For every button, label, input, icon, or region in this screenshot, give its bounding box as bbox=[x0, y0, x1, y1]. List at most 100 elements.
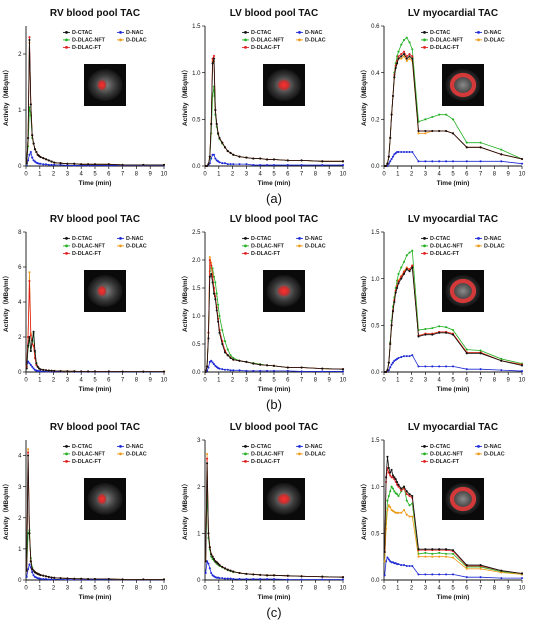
data-point-d-dlac-nft bbox=[500, 148, 503, 151]
y-axis-label: Activity（MBq/ml） bbox=[181, 66, 189, 126]
data-point-d-ctac bbox=[31, 339, 34, 342]
data-point-d-dlac-nft bbox=[438, 325, 441, 328]
y-tick-label: 0.0 bbox=[192, 164, 201, 170]
data-point-d-nac bbox=[451, 365, 455, 368]
data-point-d-nac bbox=[272, 164, 276, 167]
x-tick-label: 10 bbox=[340, 378, 347, 384]
x-tick-label: 8 bbox=[135, 378, 139, 384]
data-point-d-ctac bbox=[80, 370, 83, 373]
data-point-d-ctac bbox=[391, 94, 395, 98]
legend-label: D-CTAC bbox=[72, 236, 92, 242]
data-point-d-ctac bbox=[27, 344, 30, 347]
y-tick-label: 1.0 bbox=[192, 314, 201, 320]
data-point-d-ctac bbox=[385, 370, 388, 374]
data-point-d-nac bbox=[73, 164, 76, 167]
pet-inset-image bbox=[263, 64, 305, 106]
x-tick-label: 6 bbox=[107, 586, 111, 592]
data-point-d-ctac bbox=[405, 490, 408, 493]
data-point-d-ctac bbox=[445, 331, 448, 334]
data-point-d-nac bbox=[272, 578, 276, 581]
legend-label: D-CTAC bbox=[72, 30, 92, 36]
data-point-d-ctac bbox=[245, 360, 248, 363]
pet-inset-image bbox=[84, 270, 126, 312]
data-point-d-ctac bbox=[47, 369, 50, 372]
data-point-d-ctac bbox=[390, 468, 393, 471]
y-tick-label: 6 bbox=[18, 265, 22, 271]
data-point-d-ctac bbox=[252, 362, 255, 365]
data-point-d-nac bbox=[50, 578, 53, 581]
legend-marker bbox=[477, 237, 480, 240]
data-point-d-ctac bbox=[93, 578, 97, 581]
x-tick-label: 3 bbox=[245, 172, 249, 178]
data-point-d-ctac bbox=[465, 564, 468, 567]
data-point-d-ctac bbox=[479, 564, 482, 567]
data-point-d-ctac bbox=[50, 369, 53, 372]
data-point-d-nac bbox=[29, 150, 32, 154]
data-point-d-ctac bbox=[223, 351, 227, 354]
data-point-d-nac bbox=[390, 157, 393, 161]
data-point-d-dlac-nft bbox=[431, 552, 434, 555]
data-point-d-nac bbox=[32, 574, 35, 577]
y-tick-label: 1.5 bbox=[192, 24, 201, 30]
data-point-d-dlac-ft bbox=[411, 264, 414, 267]
data-point-d-dlac-ft bbox=[405, 493, 408, 496]
legend: D-CTAC D-NAC D-DLAC-NFT D-DLAC D-DLAC-FT bbox=[63, 30, 147, 51]
data-point-d-ctac bbox=[465, 146, 468, 149]
x-tick-label: 6 bbox=[286, 586, 290, 592]
legend-marker bbox=[65, 460, 68, 463]
data-point-d-dlac bbox=[383, 560, 386, 563]
data-point-d-nac bbox=[27, 159, 30, 162]
data-point-d-ctac bbox=[341, 576, 345, 579]
data-point-d-nac bbox=[286, 369, 289, 372]
y-axis-label: Activity（MBq/ml） bbox=[360, 272, 368, 332]
data-point-d-ctac bbox=[408, 493, 411, 496]
data-point-d-nac bbox=[53, 578, 56, 581]
panel-0-0: RV blood pool TAC 0 1 2 0 1 2 3 4 5 6 7 8 9 10 Time (mi… bbox=[2, 8, 168, 187]
legend-marker bbox=[298, 38, 301, 42]
y-tick-label: 0 bbox=[18, 370, 22, 376]
x-tick-label: 7 bbox=[300, 586, 304, 592]
x-tick-label: 5 bbox=[93, 378, 97, 384]
data-point-d-ctac bbox=[53, 576, 56, 579]
data-point-d-nac bbox=[393, 153, 396, 156]
data-point-d-ctac bbox=[272, 574, 276, 577]
data-point-d-nac bbox=[390, 363, 393, 366]
legend-marker bbox=[423, 460, 426, 463]
series-line-d-dlac-nft bbox=[26, 107, 164, 166]
data-point-d-ctac bbox=[266, 574, 269, 577]
data-point-d-dlac bbox=[402, 508, 406, 512]
x-tick-label: 0 bbox=[382, 172, 386, 178]
x-tick-label: 1 bbox=[217, 378, 221, 384]
data-point-d-nac bbox=[245, 578, 248, 581]
x-tick-label: 1 bbox=[396, 172, 400, 178]
x-tick-label: 2 bbox=[410, 378, 414, 384]
data-point-d-nac bbox=[397, 150, 400, 154]
legend-label: D-DLAC-FT bbox=[251, 45, 281, 51]
x-tick-label: 6 bbox=[107, 378, 111, 384]
panel-title: LV blood pool TAC bbox=[230, 214, 319, 225]
x-tick-label: 7 bbox=[479, 172, 483, 178]
data-point-d-nac bbox=[204, 571, 207, 575]
data-point-d-ctac bbox=[35, 362, 38, 365]
y-tick-label: 0.2 bbox=[371, 117, 380, 123]
data-point-d-nac bbox=[445, 160, 448, 163]
data-point-d-ctac bbox=[391, 474, 395, 477]
x-tick-label: 3 bbox=[245, 378, 249, 384]
data-point-d-nac bbox=[221, 368, 224, 371]
data-point-d-ctac bbox=[408, 55, 411, 58]
x-tick-label: 5 bbox=[272, 586, 276, 592]
x-tick-label: 8 bbox=[493, 378, 497, 384]
data-point-d-ctac bbox=[47, 159, 50, 162]
data-point-d-ctac bbox=[221, 565, 224, 568]
data-point-d-ctac bbox=[207, 337, 210, 340]
data-point-d-ctac bbox=[383, 550, 386, 554]
data-point-d-dlac bbox=[451, 556, 455, 559]
panel-1-1: LV blood pool TAC 0.0 0.5 1.0 1.5 2.0 2.5 0 1 2 3 4… bbox=[181, 214, 347, 393]
y-tick-label: 0.5 bbox=[371, 323, 380, 329]
x-tick-label: 10 bbox=[340, 172, 347, 178]
legend-marker bbox=[477, 244, 480, 248]
panel-2-2: LV myocardial TAC 0.0 0.5 1.0 1.5 0 1 2 3 4 5 6 7 8 9 1… bbox=[360, 422, 526, 601]
rv-pool-overlay bbox=[96, 78, 108, 92]
legend-label: D-NAC bbox=[484, 444, 501, 450]
data-point-d-nac bbox=[259, 369, 262, 372]
